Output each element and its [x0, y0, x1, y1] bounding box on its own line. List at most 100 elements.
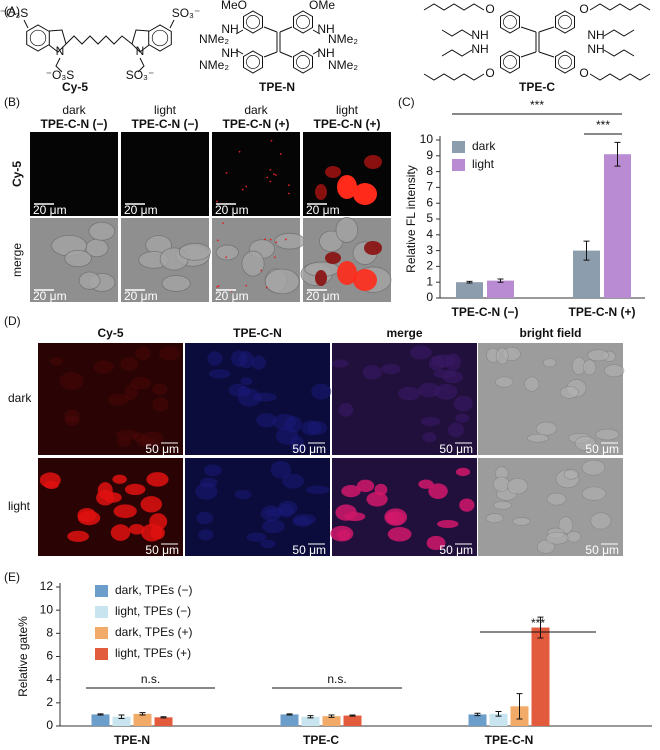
- y-tick-label: 0: [46, 718, 53, 732]
- cell: [301, 420, 321, 436]
- ring-bond: [246, 55, 260, 69]
- legend-label: light, TPEs (+): [115, 646, 191, 660]
- scale-label: 50 μm: [439, 442, 473, 456]
- atom-label: SO₃⁻: [172, 6, 201, 20]
- bond: [441, 29, 473, 37]
- cell: [558, 516, 574, 534]
- cell: [207, 351, 223, 366]
- y-tick-label: 10: [40, 602, 54, 616]
- ring: [243, 50, 263, 74]
- cell: [512, 517, 531, 526]
- atom-label: O: [485, 2, 494, 16]
- cell: [428, 483, 448, 499]
- cell: [545, 531, 569, 545]
- cell: [447, 422, 464, 438]
- cell: [110, 524, 131, 541]
- significance-label: n.s.: [141, 672, 160, 686]
- bond: [520, 51, 537, 58]
- cell: [152, 383, 168, 396]
- ring-bond: [558, 55, 572, 69]
- cell: [116, 437, 132, 447]
- cell: [341, 484, 361, 498]
- scale-label: 50 μm: [145, 543, 179, 557]
- cell: [595, 428, 620, 441]
- micrograph: [212, 132, 300, 216]
- cell: [93, 360, 114, 374]
- bar: [133, 713, 152, 726]
- panel-label: (D): [4, 314, 21, 328]
- error-bar: [466, 280, 473, 284]
- micrograph: [30, 132, 118, 216]
- bond: [137, 57, 145, 73]
- signal: [245, 185, 248, 188]
- cell: [275, 426, 299, 445]
- cell: [215, 244, 239, 261]
- row-label: light: [8, 499, 31, 513]
- y-tick-label: 10: [420, 132, 434, 146]
- cell: [152, 397, 169, 412]
- cell: [455, 413, 470, 423]
- cell: [356, 479, 375, 493]
- atom-label: MeO: [221, 0, 247, 12]
- cell: [292, 513, 317, 526]
- cell: [418, 382, 440, 398]
- bond: [55, 57, 63, 73]
- signal: [245, 284, 248, 287]
- legend-swatch: [452, 141, 465, 153]
- atom-label: NH: [587, 42, 604, 56]
- scale-label: 20 μm: [215, 289, 249, 303]
- y-tick-label: 9: [426, 148, 433, 162]
- column-header: TPE-C-N (+): [223, 117, 290, 131]
- bond: [23, 19, 29, 29]
- signal: [241, 188, 244, 191]
- red-cell: [337, 175, 357, 199]
- error-bar: [97, 713, 104, 716]
- cell: [140, 496, 163, 513]
- scale-label: 50 μm: [145, 442, 179, 456]
- cell: [437, 519, 459, 529]
- atom-label: NH: [221, 22, 238, 36]
- atom-label: O: [485, 66, 494, 80]
- cell: [278, 500, 298, 516]
- column-header: Cy-5: [97, 326, 123, 340]
- cell: [67, 530, 90, 542]
- bond: [603, 49, 635, 57]
- column-header: TPE-C-N (−): [132, 117, 199, 131]
- error-bar: [583, 240, 590, 261]
- panel-label: (E): [4, 570, 20, 584]
- ring: [293, 10, 313, 34]
- column-header: TPE-C-N: [233, 326, 282, 340]
- significance-label: ***: [596, 118, 610, 132]
- bond: [235, 49, 244, 55]
- bond: [263, 26, 278, 33]
- column-header: dark: [62, 103, 86, 117]
- column-header: dark: [244, 103, 268, 117]
- signal: [225, 172, 228, 174]
- cell: [603, 364, 625, 378]
- scale-label: 50 μm: [585, 442, 619, 456]
- cell: [495, 376, 514, 388]
- signal: [238, 150, 241, 153]
- cell: [566, 531, 582, 543]
- x-tick-label: TPE-N: [114, 733, 150, 747]
- cell: [495, 347, 509, 365]
- y-tick-label: 8: [46, 626, 53, 640]
- cell: [331, 359, 349, 368]
- atom-label: SO₃⁻: [126, 68, 155, 82]
- error-bar: [118, 714, 125, 719]
- ring-bond: [296, 55, 310, 69]
- cell: [335, 217, 359, 243]
- error-bar: [537, 616, 544, 639]
- cell: [485, 513, 504, 524]
- cell: [133, 432, 146, 442]
- panel-label: (B): [4, 95, 20, 109]
- bar: [604, 154, 631, 298]
- x-tick-label: TPE-C-N (+): [569, 305, 636, 319]
- atom-label: O: [579, 66, 588, 80]
- scale-label: 50 μm: [585, 543, 619, 557]
- bond: [312, 49, 321, 55]
- cell: [44, 480, 59, 490]
- ring-bond: [296, 15, 310, 29]
- atom-label: OMe: [309, 0, 335, 12]
- cell: [59, 371, 84, 390]
